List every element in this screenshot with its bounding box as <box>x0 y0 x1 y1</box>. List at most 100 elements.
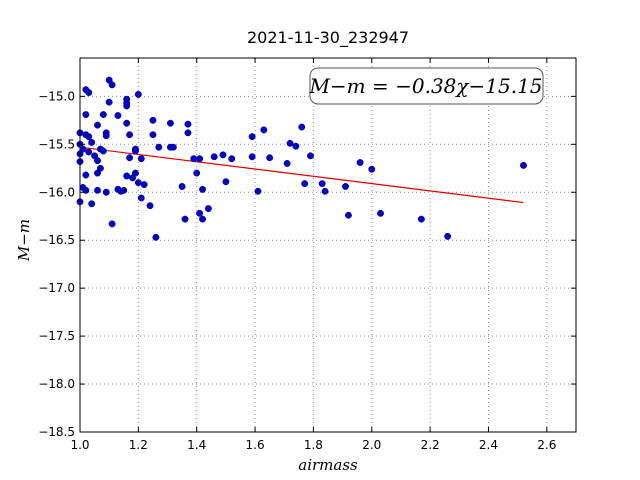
data-point <box>102 132 110 140</box>
y-tick-label: −16.0 <box>38 185 75 199</box>
data-point <box>131 147 139 155</box>
data-point <box>199 215 206 223</box>
data-point <box>342 183 349 190</box>
data-point <box>219 151 227 159</box>
data-point <box>228 155 236 163</box>
data-point <box>96 164 104 172</box>
x-tick-label: 1.6 <box>246 438 265 452</box>
plot-frame <box>79 57 577 433</box>
data-point <box>210 153 218 161</box>
data-point <box>222 178 230 186</box>
data-point <box>94 157 101 165</box>
y-tick-label: −16.5 <box>38 233 75 247</box>
data-point <box>108 220 116 228</box>
data-point <box>149 131 157 139</box>
data-point <box>137 194 145 202</box>
data-point <box>134 179 142 187</box>
x-tick-label: 2.2 <box>421 438 440 452</box>
data-point <box>85 148 93 156</box>
y-tick-label: −17.0 <box>38 281 75 295</box>
data-point <box>126 154 134 162</box>
data-point <box>184 129 192 137</box>
data-point <box>105 98 113 106</box>
data-point <box>137 155 145 163</box>
fit-layer <box>79 146 524 204</box>
data-point <box>248 133 256 141</box>
y-tick-label: −17.5 <box>38 329 75 343</box>
data-point <box>99 111 107 119</box>
data-point <box>94 186 101 194</box>
data-point <box>169 143 177 151</box>
x-tick-label: 2.0 <box>362 438 381 452</box>
data-point <box>196 155 204 163</box>
data-point <box>152 233 160 241</box>
x-axis-label: airmass <box>298 456 358 474</box>
data-point <box>85 89 93 96</box>
data-point <box>199 185 206 193</box>
grid-layer <box>80 58 576 432</box>
y-tick-label: −18.5 <box>38 425 75 439</box>
data-point <box>298 123 306 131</box>
data-point <box>377 209 384 217</box>
data-point <box>108 81 116 89</box>
data-point <box>344 211 352 219</box>
data-point <box>155 143 163 151</box>
data-point <box>102 188 110 196</box>
data-point <box>307 152 314 160</box>
data-point <box>444 232 452 240</box>
data-point <box>292 142 300 150</box>
x-tick-label: 1.8 <box>304 438 323 452</box>
data-point <box>283 160 291 167</box>
data-point <box>520 161 527 169</box>
data-point <box>140 181 148 189</box>
data-point <box>123 102 131 110</box>
data-point <box>178 183 186 190</box>
data-point <box>120 186 128 194</box>
data-point <box>190 155 198 163</box>
y-axis-label: M−m <box>15 219 33 262</box>
chart-title: 2021-11-30_232947 <box>247 28 409 48</box>
data-point <box>368 165 376 173</box>
data-point <box>181 215 189 223</box>
fit-annotation: M−m = −0.38χ−15.15 <box>308 67 544 105</box>
data-point <box>248 153 256 161</box>
data-point <box>149 116 157 124</box>
x-tick-label: 2.6 <box>537 438 556 452</box>
data-point <box>99 147 107 155</box>
data-point <box>286 139 294 147</box>
fit-annotation-box <box>309 67 544 105</box>
data-point <box>321 187 329 195</box>
data-point <box>301 180 309 188</box>
fit-annotation-text: M−m = −0.38χ−15.15 <box>308 74 542 98</box>
data-point <box>356 159 364 166</box>
data-point <box>126 131 134 139</box>
fit-line <box>79 146 524 204</box>
data-point <box>146 202 154 210</box>
data-point <box>94 121 101 129</box>
y-tick-label: −15.5 <box>38 137 75 151</box>
data-point <box>131 169 139 177</box>
data-point <box>79 145 87 153</box>
data-point <box>417 215 425 223</box>
x-tick-label: 1.2 <box>129 438 148 452</box>
y-tick-label: −15.0 <box>38 89 75 103</box>
data-point <box>266 154 274 162</box>
data-point <box>184 120 192 128</box>
data-point <box>166 119 174 127</box>
ticks-layer: 1.0 1.2 1.4 1.6 1.8 2.0 2.2 2.4 2.6 −15.0 −15.5 −16… <box>38 58 576 452</box>
points-layer <box>76 76 527 241</box>
data-point <box>123 172 131 180</box>
data-point <box>114 112 122 119</box>
data-point <box>88 200 96 208</box>
data-point <box>204 205 212 213</box>
data-point <box>88 138 96 146</box>
data-point <box>254 187 262 195</box>
data-point <box>82 111 90 119</box>
x-tick-label: 1.4 <box>187 438 206 452</box>
data-point <box>260 126 268 134</box>
x-tick-label: 1.0 <box>70 438 89 452</box>
data-point <box>196 209 204 217</box>
y-tick-label: −18.0 <box>38 377 75 391</box>
data-point <box>193 169 201 177</box>
